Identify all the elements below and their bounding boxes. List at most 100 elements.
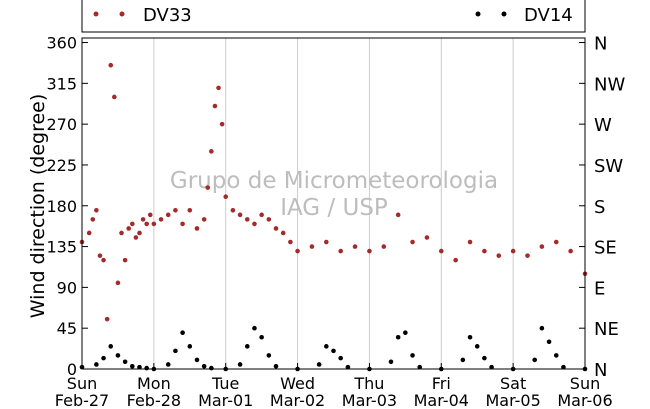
data-point xyxy=(237,212,243,218)
y-axis-label: Wind direction (degree) xyxy=(27,94,49,319)
data-point xyxy=(474,344,480,349)
data-point xyxy=(158,217,164,222)
data-point xyxy=(273,363,279,369)
x-tick-label-date: Mar-06 xyxy=(557,391,612,409)
data-point xyxy=(388,359,394,365)
plot-frame xyxy=(81,37,586,370)
compass-label: NW xyxy=(594,74,625,95)
data-point xyxy=(259,212,264,218)
y-tick-label: 45 xyxy=(57,319,77,338)
data-point xyxy=(417,364,423,370)
data-point xyxy=(101,355,106,361)
data-point xyxy=(173,208,178,213)
data-point xyxy=(119,230,124,236)
y-tick-label: 90 xyxy=(57,278,77,297)
data-point xyxy=(252,221,257,227)
data-point xyxy=(209,149,214,154)
data-point xyxy=(331,348,336,354)
data-point xyxy=(324,344,329,349)
x-tick-label-date: Mar-03 xyxy=(342,391,397,409)
data-point xyxy=(403,330,408,336)
data-point xyxy=(345,364,351,370)
data-point xyxy=(561,364,566,370)
data-point xyxy=(223,194,229,199)
series-dv33 xyxy=(79,62,588,322)
data-point xyxy=(482,248,487,254)
data-point xyxy=(201,363,207,369)
data-point xyxy=(212,103,218,109)
data-point xyxy=(381,244,387,249)
data-point xyxy=(252,325,257,331)
data-points xyxy=(79,62,588,372)
legend: DV33 DV14 xyxy=(81,0,586,33)
data-point xyxy=(553,239,559,245)
data-point xyxy=(201,217,207,222)
data-point xyxy=(424,235,430,240)
x-tick-label-day: Sun xyxy=(570,374,600,393)
data-point xyxy=(115,353,121,358)
data-point xyxy=(568,248,573,254)
y-tick-label: 225 xyxy=(46,156,77,175)
data-point xyxy=(219,121,225,127)
axes: 04590135180225270315360NNEESESSWWNWNSunF… xyxy=(46,34,625,409)
data-point xyxy=(147,212,153,218)
data-point xyxy=(525,253,530,258)
legend-box xyxy=(81,0,586,33)
data-point xyxy=(532,357,537,363)
data-point xyxy=(553,353,559,358)
data-point xyxy=(410,239,415,245)
data-point xyxy=(180,330,185,336)
data-point xyxy=(140,217,146,222)
y-tick-label: 180 xyxy=(46,197,77,216)
data-point xyxy=(144,221,149,227)
data-point xyxy=(165,362,171,367)
compass-label: SW xyxy=(594,156,623,177)
data-point xyxy=(180,221,185,227)
y-tick-label: 315 xyxy=(46,74,77,93)
data-point xyxy=(244,344,250,349)
watermark-line-1: Grupo de Micrometeorologia xyxy=(170,168,498,194)
data-point xyxy=(316,362,322,367)
x-tick-label-date: Feb-28 xyxy=(127,391,181,409)
data-point xyxy=(108,344,114,349)
data-point xyxy=(266,353,272,358)
x-tick-label-date: Mar-05 xyxy=(485,391,540,409)
data-point xyxy=(496,253,502,258)
data-point xyxy=(259,334,264,340)
data-point xyxy=(122,257,128,263)
data-point xyxy=(438,248,444,254)
data-point xyxy=(126,226,132,231)
x-tick-label-day: Wed xyxy=(280,374,315,393)
x-tick-label-day: Mon xyxy=(137,374,171,393)
watermark: Grupo de Micrometeorologia IAG / USP xyxy=(170,168,498,221)
data-point xyxy=(352,244,358,249)
data-point xyxy=(194,357,200,363)
legend-marker xyxy=(119,11,125,17)
data-point xyxy=(173,348,178,354)
data-point xyxy=(194,226,200,231)
data-point xyxy=(151,221,157,227)
data-point xyxy=(187,208,193,213)
data-point xyxy=(90,217,96,222)
data-point xyxy=(539,244,545,249)
data-point xyxy=(467,239,473,245)
data-point xyxy=(482,355,487,361)
data-point xyxy=(115,280,121,286)
data-point xyxy=(367,248,372,254)
data-point xyxy=(266,217,272,222)
data-point xyxy=(108,62,114,68)
data-point xyxy=(309,244,315,249)
x-tick-label-date: Mar-02 xyxy=(270,391,325,409)
data-point xyxy=(395,334,401,340)
x-tick-label-date: Mar-01 xyxy=(198,391,253,409)
x-tick-label-day: Sun xyxy=(67,374,97,393)
data-point xyxy=(489,364,494,370)
data-point xyxy=(453,257,458,263)
data-point xyxy=(410,353,415,358)
data-point xyxy=(130,221,135,227)
compass-label: N xyxy=(594,34,607,55)
x-tick-label-date: Feb-27 xyxy=(55,391,109,409)
legend-marker xyxy=(475,11,481,17)
data-point xyxy=(205,185,211,190)
